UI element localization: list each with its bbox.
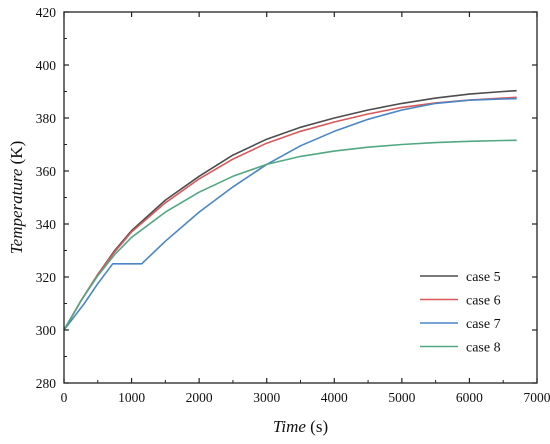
legend-label: case 8 [466, 341, 501, 356]
y-axis-title: Temperature (K) [7, 141, 26, 255]
x-axis-title-main: Time [273, 417, 307, 436]
y-tick-label: 360 [36, 164, 57, 179]
y-tick-label: 320 [36, 270, 57, 285]
series-line-case-6 [63, 96, 517, 331]
series-layer [63, 89, 517, 331]
y-tick-label: 400 [36, 58, 57, 73]
y-tick-label: 340 [36, 217, 57, 232]
y-axis-title-main: Temperature [7, 168, 26, 254]
x-tick-label: 6000 [456, 390, 483, 405]
y-tick-label: 420 [36, 5, 57, 20]
axes-layer [63, 11, 538, 384]
x-tick-label: 4000 [321, 390, 348, 405]
y-tick-label: 380 [36, 111, 57, 126]
x-tick-label: 0 [61, 390, 68, 405]
x-tick-label: 1000 [118, 390, 145, 405]
legend: case 5 case 6 case 7 case 8 [420, 270, 501, 356]
y-tick-label: 300 [36, 323, 57, 338]
x-axis-title: Time (s) [273, 417, 328, 436]
tick-labels: 0 1000 2000 3000 4000 5000 6000 7000 280 300 320 34… [36, 5, 550, 405]
series-line-case-7 [63, 97, 517, 331]
x-tick-label: 2000 [186, 390, 213, 405]
x-tick-label: 3000 [253, 390, 280, 405]
x-tick-label: 7000 [524, 390, 550, 405]
series-line-case-5 [63, 89, 517, 331]
y-axis-title-unit: (K) [7, 141, 26, 169]
legend-label: case 5 [466, 270, 501, 285]
y-tick-label: 280 [36, 376, 57, 391]
legend-label: case 6 [466, 294, 501, 309]
legend-label: case 7 [466, 317, 501, 332]
x-tick-label: 5000 [388, 390, 415, 405]
series-line-case-8 [63, 139, 517, 331]
x-axis-title-unit: (s) [306, 417, 328, 436]
